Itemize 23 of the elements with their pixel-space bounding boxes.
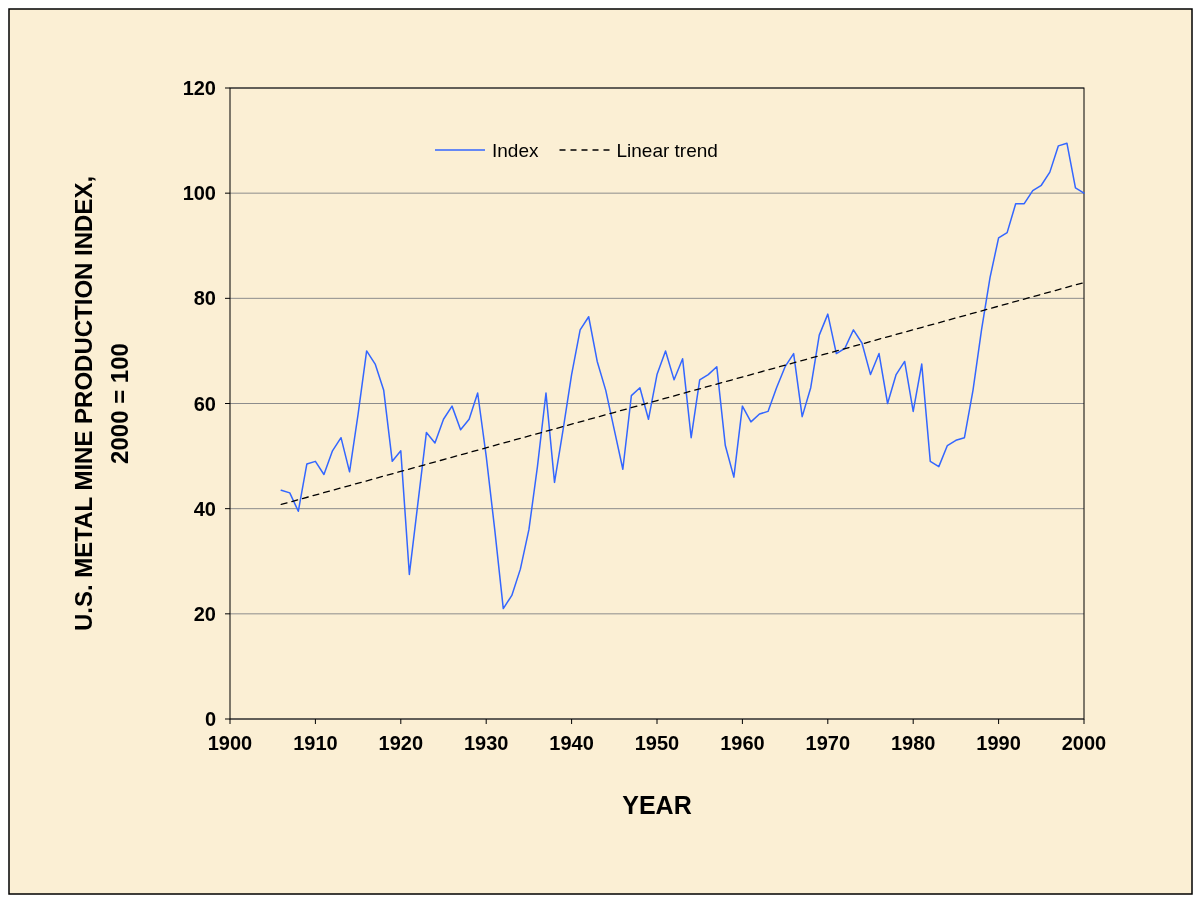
x-tick-label: 1910 bbox=[293, 732, 338, 754]
y-tick-label: 0 bbox=[204, 708, 216, 730]
y-tick-label: 20 bbox=[193, 602, 216, 625]
x-tick-label: 1950 bbox=[634, 732, 680, 754]
x-tick-label: 1900 bbox=[207, 732, 253, 754]
y-tick-label: 120 bbox=[182, 77, 216, 99]
legend-label: Linear trend bbox=[616, 140, 718, 161]
x-tick-label: 1960 bbox=[720, 732, 765, 754]
y-tick-label: 40 bbox=[193, 497, 216, 520]
line-series bbox=[280, 142, 1085, 610]
legend-label: Index bbox=[492, 140, 539, 161]
y-tick-label: 80 bbox=[193, 287, 216, 310]
x-tick-label: 1920 bbox=[378, 732, 424, 754]
x-tick-label: 1930 bbox=[463, 732, 509, 754]
x-tick-label: 1970 bbox=[805, 732, 851, 754]
x-tick-label: 1990 bbox=[976, 732, 1021, 754]
x-tick-label: 1980 bbox=[890, 732, 936, 754]
x-tick-label: 2000 bbox=[1061, 732, 1107, 754]
y-axis-title: U.S. METAL MINE PRODUCTION INDEX, 2000 = 100 bbox=[70, 175, 133, 632]
y-tick-label: 60 bbox=[193, 392, 216, 415]
y-tick-label: 100 bbox=[182, 182, 216, 205]
x-tick-label: 1940 bbox=[549, 732, 594, 754]
x-axis-title: YEAR bbox=[622, 791, 692, 819]
